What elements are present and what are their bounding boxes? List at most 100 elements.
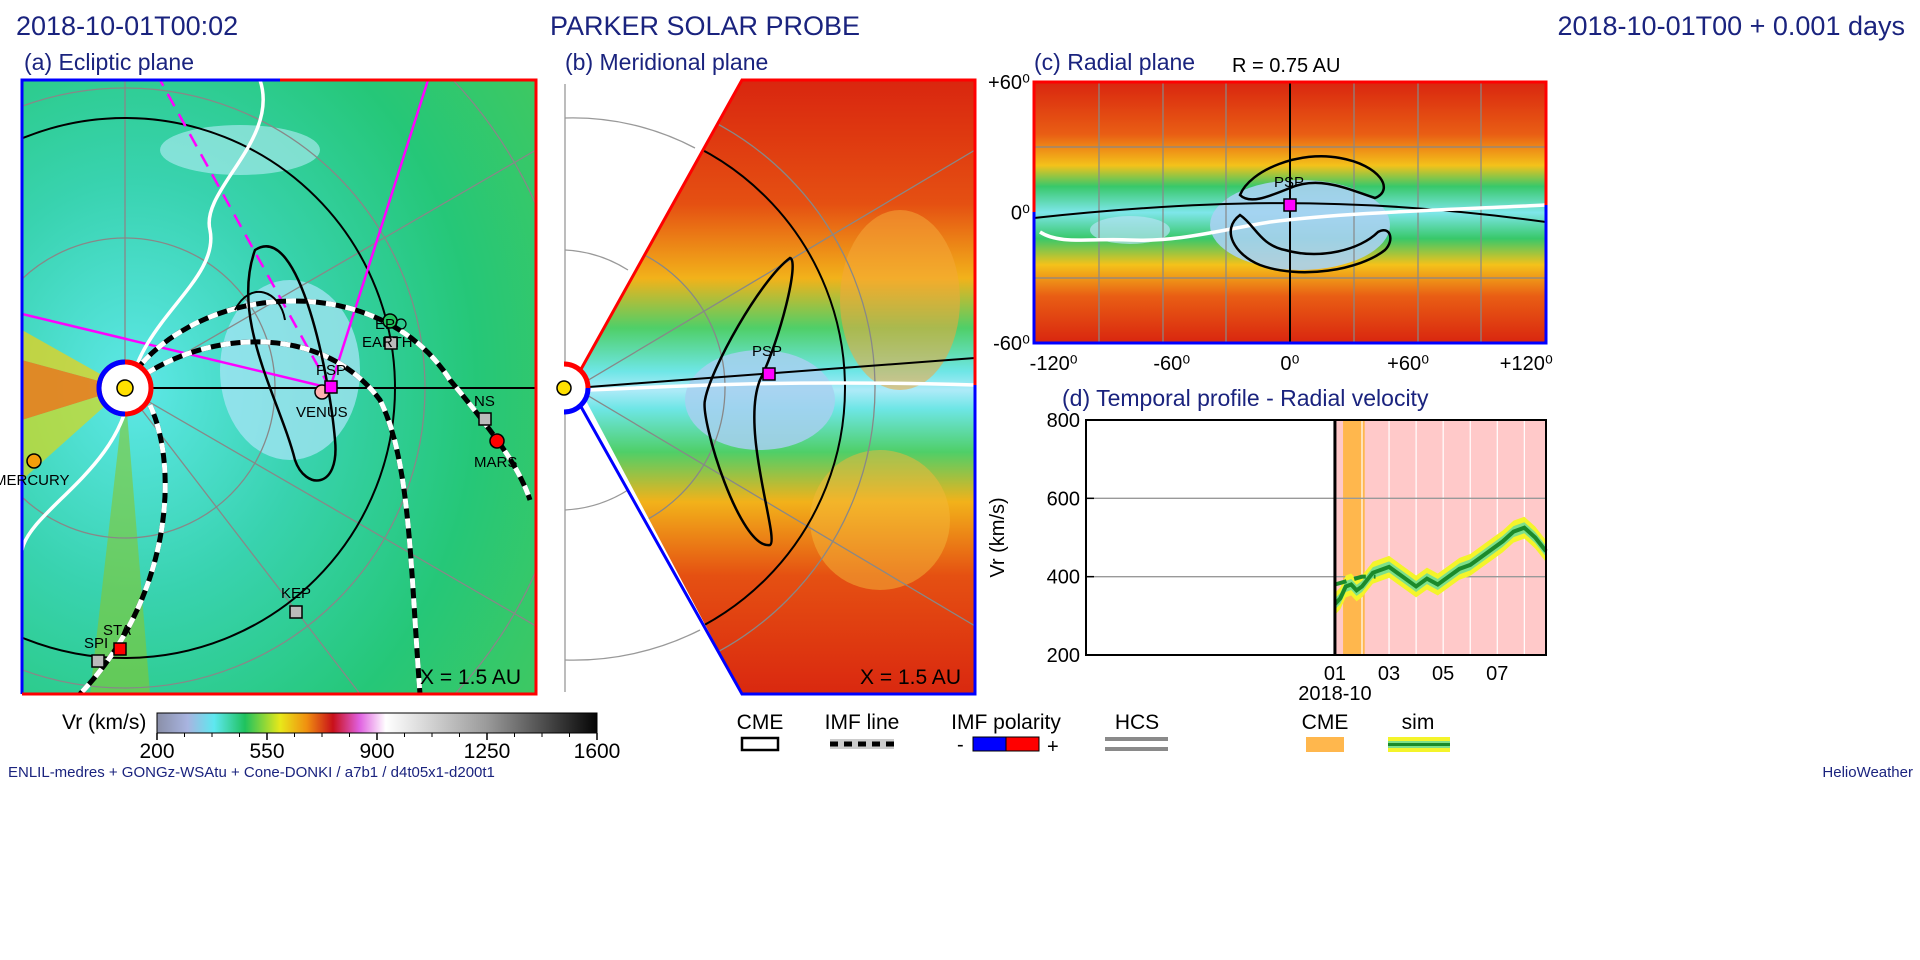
label-venus: VENUS xyxy=(296,404,348,421)
panel-radial: (c) Radial plane R = 0.75 AU xyxy=(988,49,1553,375)
temporal-sim-band-inner xyxy=(1334,522,1546,610)
timestamp-left: 2018-10-01T00:02 xyxy=(16,11,238,41)
sun-icon xyxy=(116,379,134,397)
temporal-x-tick-label: 05 xyxy=(1432,663,1454,685)
psp-marker-a xyxy=(324,380,338,394)
legend-cme-window-swatch xyxy=(1306,737,1344,752)
radial-x-ticks: -120⁰ -60⁰ 0⁰ +60⁰ +120⁰ xyxy=(1030,353,1553,375)
ecliptic-hcs xyxy=(22,80,265,551)
panel-b-scale: X = 1.5 AU xyxy=(860,666,961,689)
psp-marker-b xyxy=(762,367,776,381)
temporal-x-tick-label: 03 xyxy=(1378,663,1400,685)
radial-y-tick-label: 0⁰ xyxy=(1011,203,1030,225)
panel-b-title: (b) Meridional plane xyxy=(565,49,768,75)
legend-cme-swatch xyxy=(740,736,780,752)
temporal-y-tick-label: 400 xyxy=(1047,567,1080,589)
colorbar-tick-label: 900 xyxy=(359,740,394,763)
panel-ecliptic: (a) Ecliptic plane xyxy=(0,49,538,696)
label-earth: EARTH xyxy=(362,334,413,351)
legend-hcs-label: HCS xyxy=(1115,711,1159,734)
temporal-y-tick-label: 200 xyxy=(1047,645,1080,667)
radial-y-tick-label: -60⁰ xyxy=(993,333,1030,355)
label-psp-b: PSP xyxy=(752,343,782,360)
radial-x-tick-label: +60⁰ xyxy=(1387,353,1429,375)
meridional-polarity-border xyxy=(573,78,977,696)
panel-c-radius: R = 0.75 AU xyxy=(1232,55,1340,77)
footer-brand: HelioWeather xyxy=(1822,764,1913,781)
colorbar-tick-label: 1600 xyxy=(574,740,621,763)
temporal-x-axis-label: 2018-10 xyxy=(1298,683,1371,705)
legend-polarity-negative xyxy=(972,736,1007,752)
panel-d-title: (d) Temporal profile - Radial velocity xyxy=(1062,385,1429,411)
radial-x-tick-label: 0⁰ xyxy=(1280,353,1299,375)
radial-y-ticks: +60⁰ 0⁰ -60⁰ xyxy=(988,72,1030,355)
colorbar: Vr (km/s) 200 550 900 1250 1600 xyxy=(62,711,620,763)
footer-model-info: ENLIL-medres + GONGz-WSAtu + Cone-DONKI … xyxy=(8,764,495,781)
label-ns: NS xyxy=(474,393,495,410)
temporal-y-tick-label: 600 xyxy=(1047,488,1080,510)
ep-marker xyxy=(395,318,407,330)
label-psp-c: PSP xyxy=(1274,174,1304,191)
label-sta: STA xyxy=(103,622,131,639)
radial-polarity-border xyxy=(1032,80,1548,345)
colorbar-tick-label: 200 xyxy=(139,740,174,763)
legend-cme-label: CME xyxy=(737,711,784,734)
temporal-x-tick-label: 01 xyxy=(1324,663,1346,685)
colorbar-scale xyxy=(156,712,598,734)
legend-polarity-positive xyxy=(1005,736,1040,752)
label-psp-a: PSP xyxy=(316,362,346,379)
timestamp-right: 2018-10-01T00 + 0.001 days xyxy=(1557,11,1905,41)
ns-marker xyxy=(478,412,492,426)
radial-cme-contour-upper xyxy=(1238,154,1386,201)
ecliptic-fast-wind-left xyxy=(22,360,125,420)
colorbar-label: Vr (km/s) xyxy=(62,711,146,734)
figure-title: PARKER SOLAR PROBE xyxy=(550,11,860,41)
radial-x-tick-label: -120⁰ xyxy=(1030,353,1078,375)
temporal-sim-series xyxy=(1333,525,1548,606)
panel-a-scale: X = 1.5 AU xyxy=(420,666,521,689)
mars-marker xyxy=(489,433,505,449)
ecliptic-cme-contour xyxy=(246,245,337,482)
kep-marker xyxy=(289,605,303,619)
ecliptic-polarity-border xyxy=(20,78,538,696)
legend-plus: + xyxy=(1047,736,1059,758)
label-spi: SPI xyxy=(84,635,108,652)
temporal-sim-series-dashed xyxy=(1334,574,1376,587)
legend-minus: - xyxy=(957,734,964,756)
temporal-sim-band-outer xyxy=(1334,516,1546,616)
radial-hcs xyxy=(1039,203,1546,242)
colorbar-ticks: 200 550 900 1250 1600 xyxy=(139,733,620,763)
temporal-plot: 800 600 400 200 01 03 05 07 xyxy=(1047,410,1548,685)
earth-l1-marker xyxy=(384,336,398,350)
ecliptic-cme-core xyxy=(220,280,360,460)
label-mercury: MERCURY xyxy=(0,472,70,489)
legend-imf-line-label: IMF line xyxy=(825,711,900,734)
label-kep: KEP xyxy=(281,585,311,602)
temporal-y-axis-label: Vr (km/s) xyxy=(987,497,1009,577)
sta-marker xyxy=(113,642,127,656)
meridional-sun-icon xyxy=(556,380,572,396)
meridional-cme-contour xyxy=(703,256,794,547)
mercury-marker xyxy=(26,453,42,469)
ecliptic-psp-orbit xyxy=(22,117,396,659)
spi-marker xyxy=(91,654,105,668)
colorbar-tick-label: 550 xyxy=(249,740,284,763)
colorbar-tick-label: 1250 xyxy=(464,740,511,763)
label-ep: EP xyxy=(375,316,395,333)
radial-cme-contour-lower xyxy=(1229,213,1392,274)
panel-temporal: (d) Temporal profile - Radial velocity 8… xyxy=(987,385,1548,705)
legend-sim-label: sim xyxy=(1402,711,1435,734)
panel-a-title: (a) Ecliptic plane xyxy=(24,49,194,75)
ecliptic-imf-lines xyxy=(78,298,533,694)
legend-cme-window-label: CME xyxy=(1302,711,1349,734)
radial-y-tick-label: +60⁰ xyxy=(988,72,1030,94)
temporal-plot-frame xyxy=(1085,419,1547,656)
label-mars: MARS xyxy=(474,454,517,471)
panel-c-title: (c) Radial plane xyxy=(1034,49,1195,75)
legend: CME IMF line IMF polarity - + HCS CME si… xyxy=(737,711,1450,758)
legend-imf-polarity-label: IMF polarity xyxy=(951,711,1061,734)
psp-marker-c xyxy=(1283,198,1297,212)
temporal-y-tick-label: 800 xyxy=(1047,410,1080,432)
temporal-x-tick-label: 07 xyxy=(1486,663,1508,685)
radial-x-tick-label: +120⁰ xyxy=(1500,353,1553,375)
